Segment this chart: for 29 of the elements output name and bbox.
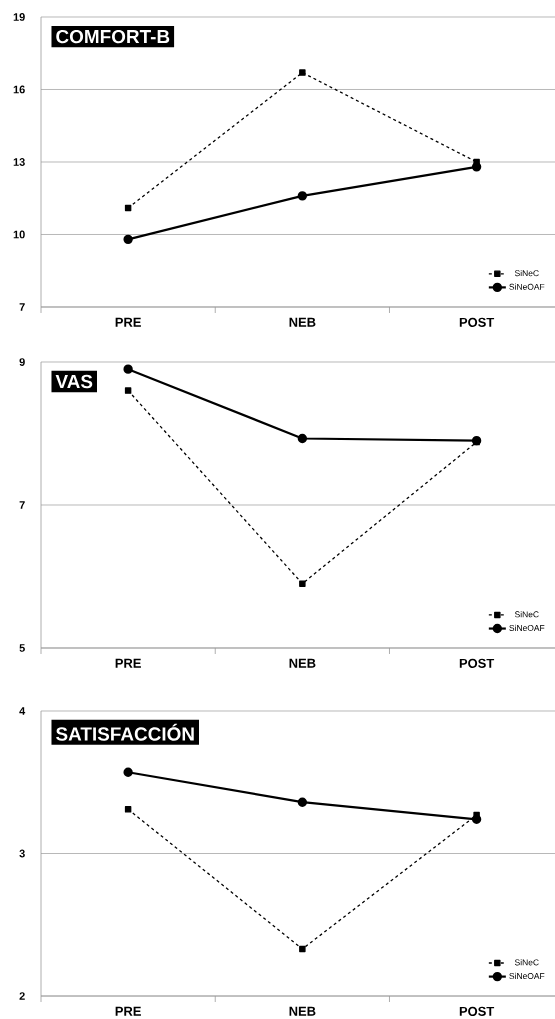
text: VAS xyxy=(55,374,93,389)
x-tick-label: PRE xyxy=(115,1006,141,1016)
x-tick-label: NEB xyxy=(289,1006,316,1016)
x-tick-label: POST xyxy=(459,317,495,327)
y-tick-label: 7 xyxy=(19,303,25,311)
y-tick-label: 5 xyxy=(19,644,25,652)
y-tick-label: 16 xyxy=(13,85,25,94)
y-tick-label: 3 xyxy=(19,849,25,858)
x-tick-label: PRE xyxy=(115,658,141,668)
y-tick-label: 4 xyxy=(19,707,26,715)
x-tick-label: NEB xyxy=(289,658,316,668)
legend-label: SiNeOAF xyxy=(509,972,545,979)
y-tick-label: 2 xyxy=(19,992,25,1000)
y-tick-label: 13 xyxy=(13,158,25,166)
x-tick-label: POST xyxy=(459,658,495,668)
legend-label: SiNeC xyxy=(514,959,539,966)
x-tick-label: POST xyxy=(459,1006,495,1016)
text: COMFORT-B xyxy=(56,29,170,44)
x-tick-label: PRE xyxy=(115,317,141,327)
y-tick-label: 9 xyxy=(19,358,25,366)
y-tick-label: 7 xyxy=(19,501,25,509)
text: SATISFACCIÓN xyxy=(56,723,194,741)
legend-label: SiNeOAF xyxy=(509,283,545,290)
x-tick-label: NEB xyxy=(289,317,316,327)
legend-label: SiNeOAF xyxy=(509,624,545,631)
y-tick-label: 19 xyxy=(13,13,25,21)
y-tick-label: 10 xyxy=(13,230,25,239)
legend-label: SiNeC xyxy=(514,269,539,277)
legend-label: SiNeC xyxy=(514,611,539,618)
